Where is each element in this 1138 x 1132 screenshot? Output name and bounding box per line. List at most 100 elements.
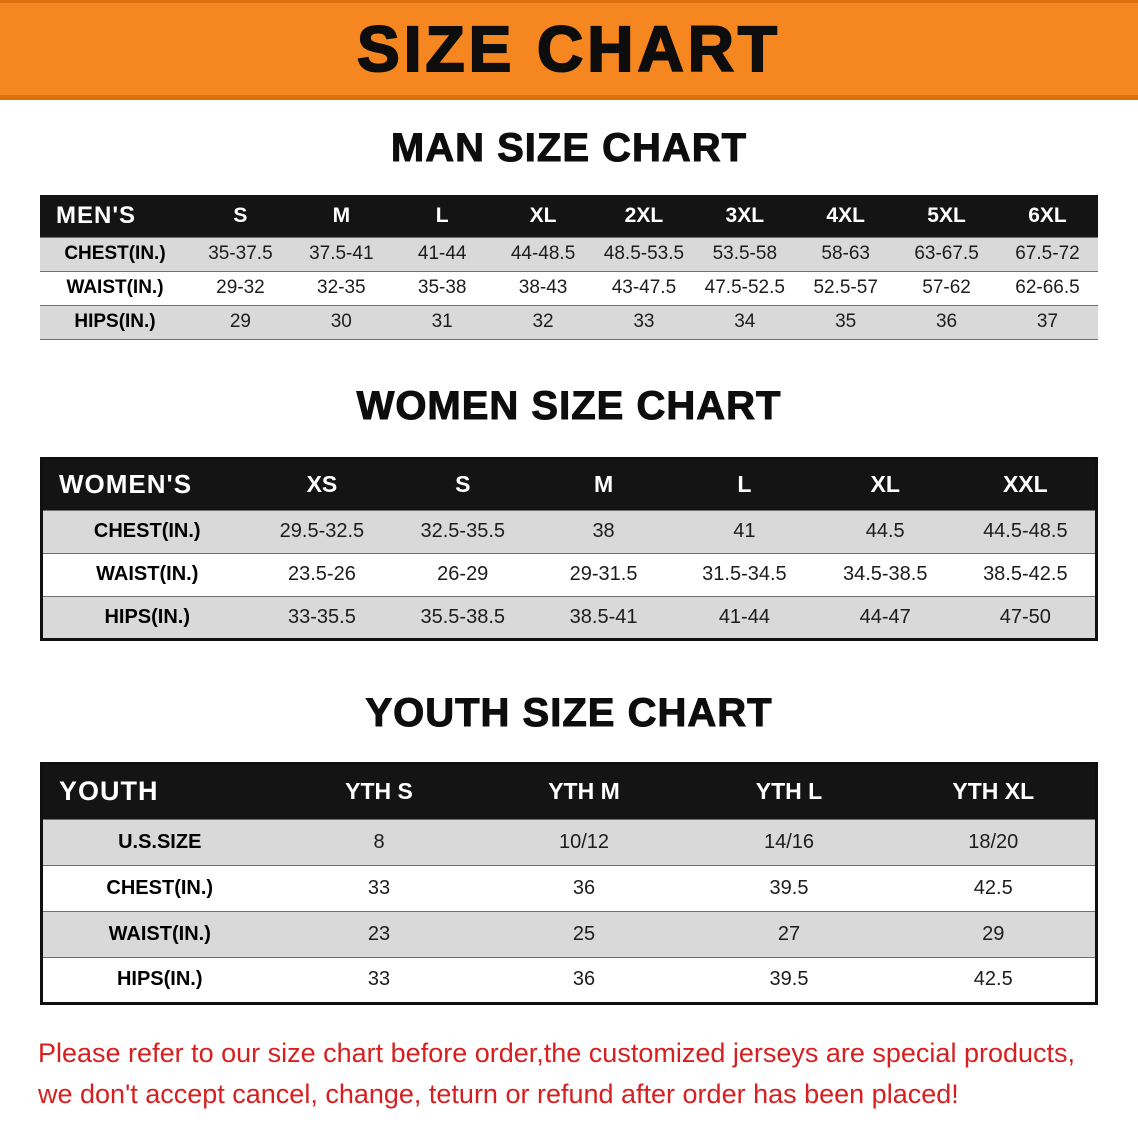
size-value: 32.5-35.5 — [420, 520, 505, 542]
size-column-header: M — [290, 195, 392, 237]
size-value: 36 — [572, 968, 596, 990]
size-column-header: 4XL — [795, 195, 897, 237]
size-value: 31 — [431, 311, 453, 332]
table-row: CHEST(IN.) 29.5-32.5 32.5-35.5 38 41 44.5 44.5… — [41, 510, 1097, 553]
table-header-row: MEN'S S M L XL 2XL 3XL 4XL 5XL 6XL — [40, 195, 1098, 237]
table-row: CHEST(IN.) 35-37.5 37.5-41 41-44 44-48.5 48.5… — [40, 237, 1098, 271]
size-column-header: XL — [492, 195, 594, 237]
women-section: WOMEN SIZE CHART WOMEN'S XS S M L XL XXL CHEST(… — [0, 383, 1138, 641]
size-column-header: XS — [251, 458, 393, 510]
size-value: 37 — [1036, 311, 1059, 332]
size-value: 34 — [734, 311, 756, 332]
youth-section: YOUTH SIZE CHART YOUTH YTH S YTH M YTH L YTH… — [0, 690, 1138, 1005]
size-column-header: YTH S — [276, 763, 482, 819]
size-value: 53.5-58 — [712, 243, 778, 264]
table-header-row: WOMEN'S XS S M L XL XXL — [41, 458, 1097, 510]
size-value: 38.5-42.5 — [983, 563, 1068, 585]
row-label: WAIST(IN.) — [66, 277, 164, 298]
table-row: HIPS(IN.) 29 30 31 32 33 34 35 36 37 — [40, 305, 1098, 339]
size-value: 67.5-72 — [1015, 243, 1080, 264]
row-label: WAIST(IN.) — [96, 563, 199, 585]
table-row: U.S.SIZE 8 10/12 14/16 18/20 — [41, 819, 1097, 865]
size-value: 8 — [373, 830, 385, 853]
size-value: 33-35.5 — [287, 605, 356, 628]
size-column-header: M — [533, 458, 674, 510]
size-value: 44-47 — [859, 605, 911, 628]
size-value: 41-44 — [417, 243, 467, 264]
size-column-header: 6XL — [997, 195, 1098, 237]
size-value: 23 — [367, 922, 391, 945]
women-size-table: WOMEN'S XS S M L XL XXL CHEST(IN.) 29.5-32.5 32.5… — [40, 456, 1098, 641]
size-value: 33 — [367, 876, 391, 899]
size-value: 41 — [733, 520, 756, 542]
row-label: CHEST(IN.) — [93, 520, 201, 542]
table-header-row: YOUTH YTH S YTH M YTH L YTH XL — [41, 763, 1097, 819]
size-value: 43-47.5 — [611, 277, 677, 298]
men-section-heading: MAN SIZE CHART — [390, 126, 748, 171]
size-value: 30 — [330, 311, 352, 332]
size-value: 33 — [633, 311, 655, 332]
size-column-header: YTH XL — [891, 763, 1097, 819]
size-value: 31.5-34.5 — [702, 563, 787, 585]
size-value: 41-44 — [718, 605, 770, 628]
table-corner-label: MEN'S — [40, 195, 190, 237]
notice-line-1: Please refer to our size chart before or… — [38, 1037, 1076, 1068]
youth-size-table: YOUTH YTH S YTH M YTH L YTH XL U.S.SIZE 8 10/12… — [40, 761, 1098, 1005]
footer-notice: Please refer to our size chart before or… — [38, 1033, 1100, 1117]
size-value: 38.5-41 — [569, 605, 638, 628]
table-row: CHEST(IN.) 33 36 39.5 42.5 — [41, 865, 1097, 911]
size-column-header: S — [190, 195, 291, 237]
size-value: 37.5-41 — [309, 243, 374, 264]
size-value: 42.5 — [973, 968, 1013, 990]
size-value: 18/20 — [968, 830, 1019, 853]
size-value: 23.5-26 — [287, 563, 356, 585]
size-value: 38 — [592, 520, 615, 542]
row-label: CHEST(IN.) — [64, 243, 166, 264]
size-column-header: S — [392, 458, 534, 510]
row-label: HIPS(IN.) — [116, 968, 203, 990]
size-value: 39.5 — [769, 968, 809, 990]
size-value: 52.5-57 — [813, 277, 878, 298]
size-value: 10/12 — [558, 830, 610, 853]
size-value: 42.5 — [973, 876, 1013, 899]
size-value: 36 — [935, 311, 958, 332]
page-title: SIZE CHART — [356, 12, 781, 86]
size-value: 38-43 — [518, 277, 568, 298]
row-label: HIPS(IN.) — [74, 311, 156, 332]
size-value: 48.5-53.5 — [603, 243, 685, 264]
men-section: MAN SIZE CHART MEN'S S M L XL 2XL 3XL 4XL 5XL 6XL… — [0, 126, 1138, 340]
size-column-header: XXL — [955, 458, 1097, 510]
size-value: 44.5 — [865, 520, 905, 542]
size-value: 35-37.5 — [208, 243, 273, 264]
row-label: U.S.SIZE — [118, 830, 202, 853]
table-corner-label: WOMEN'S — [41, 458, 252, 510]
table-row: WAIST(IN.) 29-32 32-35 35-38 38-43 43-47.5 47.… — [40, 271, 1098, 305]
size-column-header: 2XL — [593, 195, 695, 237]
women-section-heading: WOMEN SIZE CHART — [356, 383, 782, 428]
size-value: 62-66.5 — [1015, 277, 1080, 298]
size-value: 29.5-32.5 — [279, 520, 365, 542]
size-value: 58-63 — [821, 243, 870, 264]
size-value: 44.5-48.5 — [983, 520, 1068, 542]
size-column-header: 5XL — [896, 195, 997, 237]
size-value: 29 — [982, 922, 1005, 945]
size-value: 33 — [367, 968, 391, 990]
table-corner-label: YOUTH — [41, 763, 277, 819]
row-label: WAIST(IN.) — [108, 922, 211, 945]
table-row: HIPS(IN.) 33 36 39.5 42.5 — [41, 957, 1097, 1003]
table-row: WAIST(IN.) 23.5-26 26-29 29-31.5 31.5-34.5 34… — [41, 553, 1097, 596]
size-value: 35.5-38.5 — [420, 605, 505, 628]
size-column-header: L — [391, 195, 493, 237]
size-column-header: YTH L — [686, 763, 892, 819]
notice-line-2: we don't accept cancel, change, teturn o… — [38, 1079, 959, 1110]
table-row: WAIST(IN.) 23 25 27 29 — [41, 911, 1097, 957]
row-label: CHEST(IN.) — [106, 876, 214, 899]
size-value: 44-48.5 — [510, 243, 576, 264]
size-value: 32-35 — [317, 277, 366, 298]
size-column-header: XL — [814, 458, 956, 510]
size-value: 25 — [572, 922, 596, 945]
men-size-table: MEN'S S M L XL 2XL 3XL 4XL 5XL 6XL CHEST(IN.) 35-37… — [40, 195, 1098, 340]
size-value: 26-29 — [437, 563, 489, 585]
size-value: 34.5-38.5 — [842, 563, 928, 585]
